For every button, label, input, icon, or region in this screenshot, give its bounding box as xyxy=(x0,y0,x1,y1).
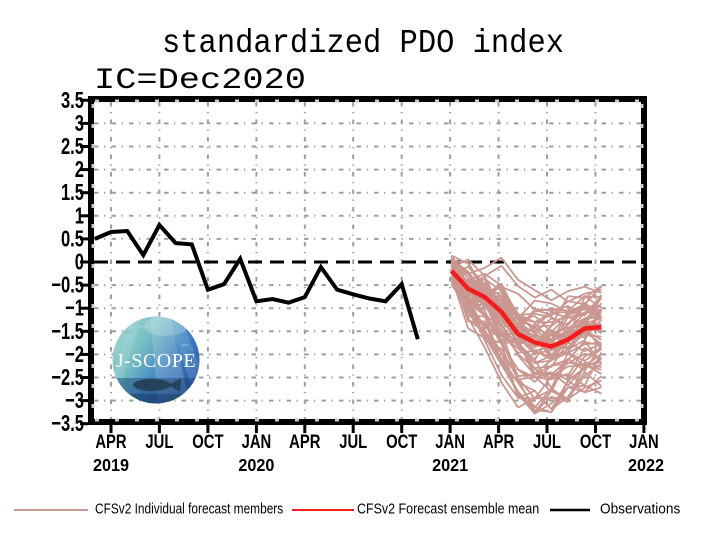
svg-text:JAN: JAN xyxy=(435,431,465,452)
svg-text:−1.5: −1.5 xyxy=(51,319,84,344)
svg-text:1.5: 1.5 xyxy=(61,181,84,206)
svg-text:IC=Dec2020: IC=Dec2020 xyxy=(94,64,306,98)
svg-text:2.5: 2.5 xyxy=(61,134,84,159)
svg-text:2019: 2019 xyxy=(93,455,129,475)
svg-text:JAN: JAN xyxy=(242,431,272,452)
svg-text:1: 1 xyxy=(75,204,84,229)
svg-text:2022: 2022 xyxy=(628,455,664,475)
svg-text:OCT: OCT xyxy=(386,431,418,452)
svg-text:−0.5: −0.5 xyxy=(51,273,84,298)
svg-text:APR: APR xyxy=(95,431,126,452)
svg-text:2: 2 xyxy=(75,158,84,183)
svg-text:0.5: 0.5 xyxy=(61,227,84,252)
svg-text:JUL: JUL xyxy=(145,431,173,452)
svg-text:0: 0 xyxy=(75,250,84,275)
svg-text:3: 3 xyxy=(75,111,84,136)
svg-text:CFSv2 Individual forecast memb: CFSv2 Individual forecast members xyxy=(95,500,284,516)
svg-text:−2: −2 xyxy=(65,342,84,367)
svg-text:3.5: 3.5 xyxy=(61,88,84,113)
svg-text:OCT: OCT xyxy=(192,431,224,452)
svg-text:Observations: Observations xyxy=(600,500,680,516)
svg-text:standardized PDO index: standardized PDO index xyxy=(162,25,564,62)
svg-text:J-SCOPE: J-SCOPE xyxy=(116,350,196,372)
svg-text:JUL: JUL xyxy=(339,431,367,452)
svg-text:2021: 2021 xyxy=(432,455,468,475)
svg-text:JUL: JUL xyxy=(533,431,561,452)
svg-text:OCT: OCT xyxy=(580,431,612,452)
svg-text:−3.5: −3.5 xyxy=(51,412,84,437)
svg-text:JAN: JAN xyxy=(629,431,659,452)
svg-text:2020: 2020 xyxy=(238,455,274,475)
svg-text:−2.5: −2.5 xyxy=(51,365,84,390)
svg-text:−1: −1 xyxy=(65,296,84,321)
svg-text:APR: APR xyxy=(483,431,514,452)
svg-text:APR: APR xyxy=(289,431,320,452)
svg-text:−3: −3 xyxy=(65,389,84,414)
svg-text:CFSv2 Forecast ensemble mean: CFSv2 Forecast ensemble mean xyxy=(357,501,539,517)
